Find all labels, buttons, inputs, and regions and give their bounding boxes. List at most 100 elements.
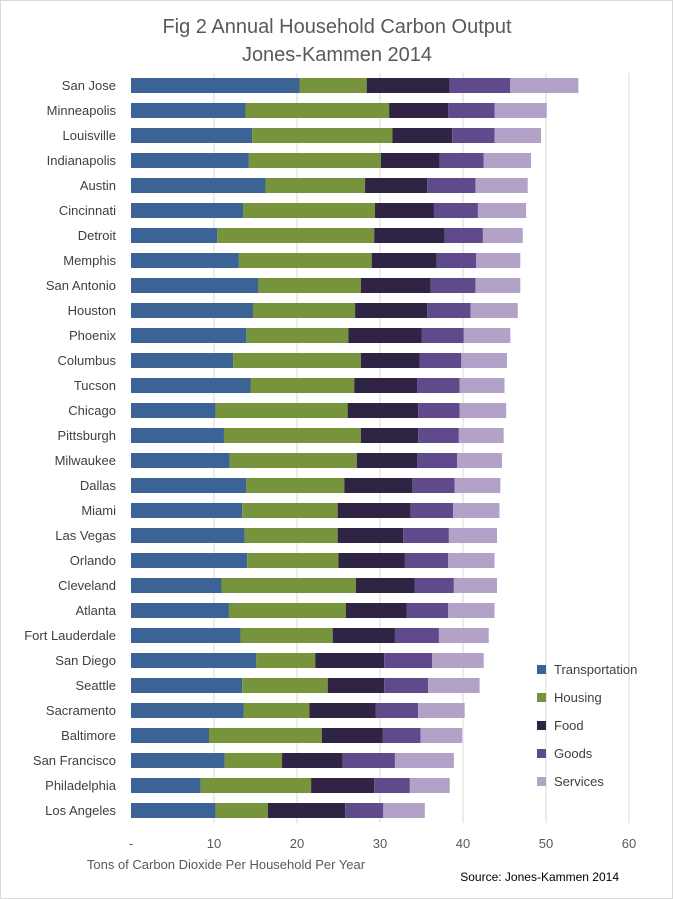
bar-segment: [131, 203, 244, 218]
bar-segment: [337, 503, 411, 518]
bar-segment: [410, 503, 454, 518]
category-label: Houston: [68, 303, 116, 318]
chart-title-line1: Fig 2 Annual Household Carbon Output: [162, 16, 512, 38]
bar-segment: [311, 778, 375, 793]
legend-label: Services: [554, 774, 604, 789]
bar-segment: [337, 528, 404, 543]
category-label: Dallas: [80, 478, 117, 493]
bar-segment: [477, 203, 527, 218]
bar-segment: [383, 803, 425, 818]
x-tick-label: 30: [373, 836, 387, 851]
bar-segment: [448, 553, 495, 568]
category-label: Chicago: [68, 403, 116, 418]
bar-segment: [131, 303, 254, 318]
category-label: San Jose: [62, 78, 116, 93]
bar-segment: [131, 378, 251, 393]
category-label: Orlando: [70, 553, 116, 568]
bar-segment: [257, 278, 361, 293]
bar-segment: [461, 353, 507, 368]
category-label: Milwaukee: [55, 453, 116, 468]
bar-segment: [131, 178, 266, 193]
bar-segment: [406, 603, 449, 618]
category-label: Fort Lauderdale: [24, 628, 116, 643]
bar-segment: [209, 728, 322, 743]
bar-segment: [131, 128, 253, 143]
bar-segment: [403, 528, 449, 543]
bar-segment: [267, 803, 346, 818]
bar-segment: [242, 503, 338, 518]
x-tick-labels: - 10 20 30 40 50 60: [129, 836, 636, 851]
bar-segment: [356, 453, 418, 468]
bar-segment: [375, 703, 419, 718]
bar-segment: [345, 603, 407, 618]
bar-segment: [360, 353, 420, 368]
bar-segment: [439, 153, 484, 168]
x-tick-label: -: [129, 836, 133, 851]
bar-segment: [246, 478, 345, 493]
category-label: Los Angeles: [45, 803, 116, 818]
bar-segment: [384, 653, 433, 668]
bar-segment: [448, 603, 495, 618]
bar-segment: [427, 178, 476, 193]
bar-segment: [131, 103, 246, 118]
bar-segment: [454, 478, 501, 493]
bar-segment: [315, 653, 385, 668]
bar-segment: [427, 303, 471, 318]
category-label: San Francisco: [33, 753, 116, 768]
bar-segment: [131, 603, 229, 618]
bar-segment: [365, 178, 428, 193]
bar-segment: [374, 228, 445, 243]
bar-segment: [131, 478, 247, 493]
bar-segment: [215, 803, 268, 818]
bar-segment: [131, 253, 239, 268]
bar-segment: [309, 703, 376, 718]
bar-segment: [131, 353, 234, 368]
bar-segment: [448, 103, 495, 118]
bar-segment: [418, 428, 459, 443]
legend-swatch: [537, 721, 546, 730]
legend-label: Housing: [554, 690, 602, 705]
bar-segment: [131, 528, 245, 543]
bar-segment: [247, 553, 339, 568]
bar-segment: [458, 428, 504, 443]
bar-segment: [457, 453, 503, 468]
bar-segment: [384, 678, 429, 693]
bar-segment: [371, 253, 437, 268]
bar-segment: [421, 328, 464, 343]
bar-segment: [131, 728, 210, 743]
bar-segment: [448, 528, 498, 543]
x-tick-label: 20: [290, 836, 304, 851]
bar-segment: [223, 428, 361, 443]
category-label: San Antonio: [46, 278, 116, 293]
bar-segment: [244, 528, 338, 543]
bar-segment: [233, 353, 361, 368]
bar-segment: [131, 153, 249, 168]
bar-segment: [238, 253, 372, 268]
bar-segment: [394, 628, 439, 643]
bar-segment: [131, 328, 247, 343]
bar-segment: [475, 178, 528, 193]
bar-segment: [494, 103, 547, 118]
bar-segment: [200, 778, 312, 793]
bar-segment: [338, 553, 405, 568]
category-label: Tucson: [74, 378, 116, 393]
legend-swatch: [537, 665, 546, 674]
bar-segment: [453, 578, 498, 593]
bar-segment: [430, 278, 476, 293]
bar-segment: [224, 753, 283, 768]
bar-segment: [344, 478, 413, 493]
bar-segment: [366, 78, 450, 93]
bar-segment: [131, 553, 248, 568]
bar-segment: [428, 678, 480, 693]
bar-segment: [355, 578, 415, 593]
bar-segment: [404, 553, 449, 568]
legend-label: Goods: [554, 746, 593, 761]
bar-segment: [131, 753, 225, 768]
bar-segment: [265, 178, 366, 193]
bar-segment: [131, 403, 216, 418]
bar-segment: [131, 578, 222, 593]
bar-segment: [243, 203, 376, 218]
bar-segment: [375, 203, 434, 218]
bar-segment: [475, 278, 521, 293]
